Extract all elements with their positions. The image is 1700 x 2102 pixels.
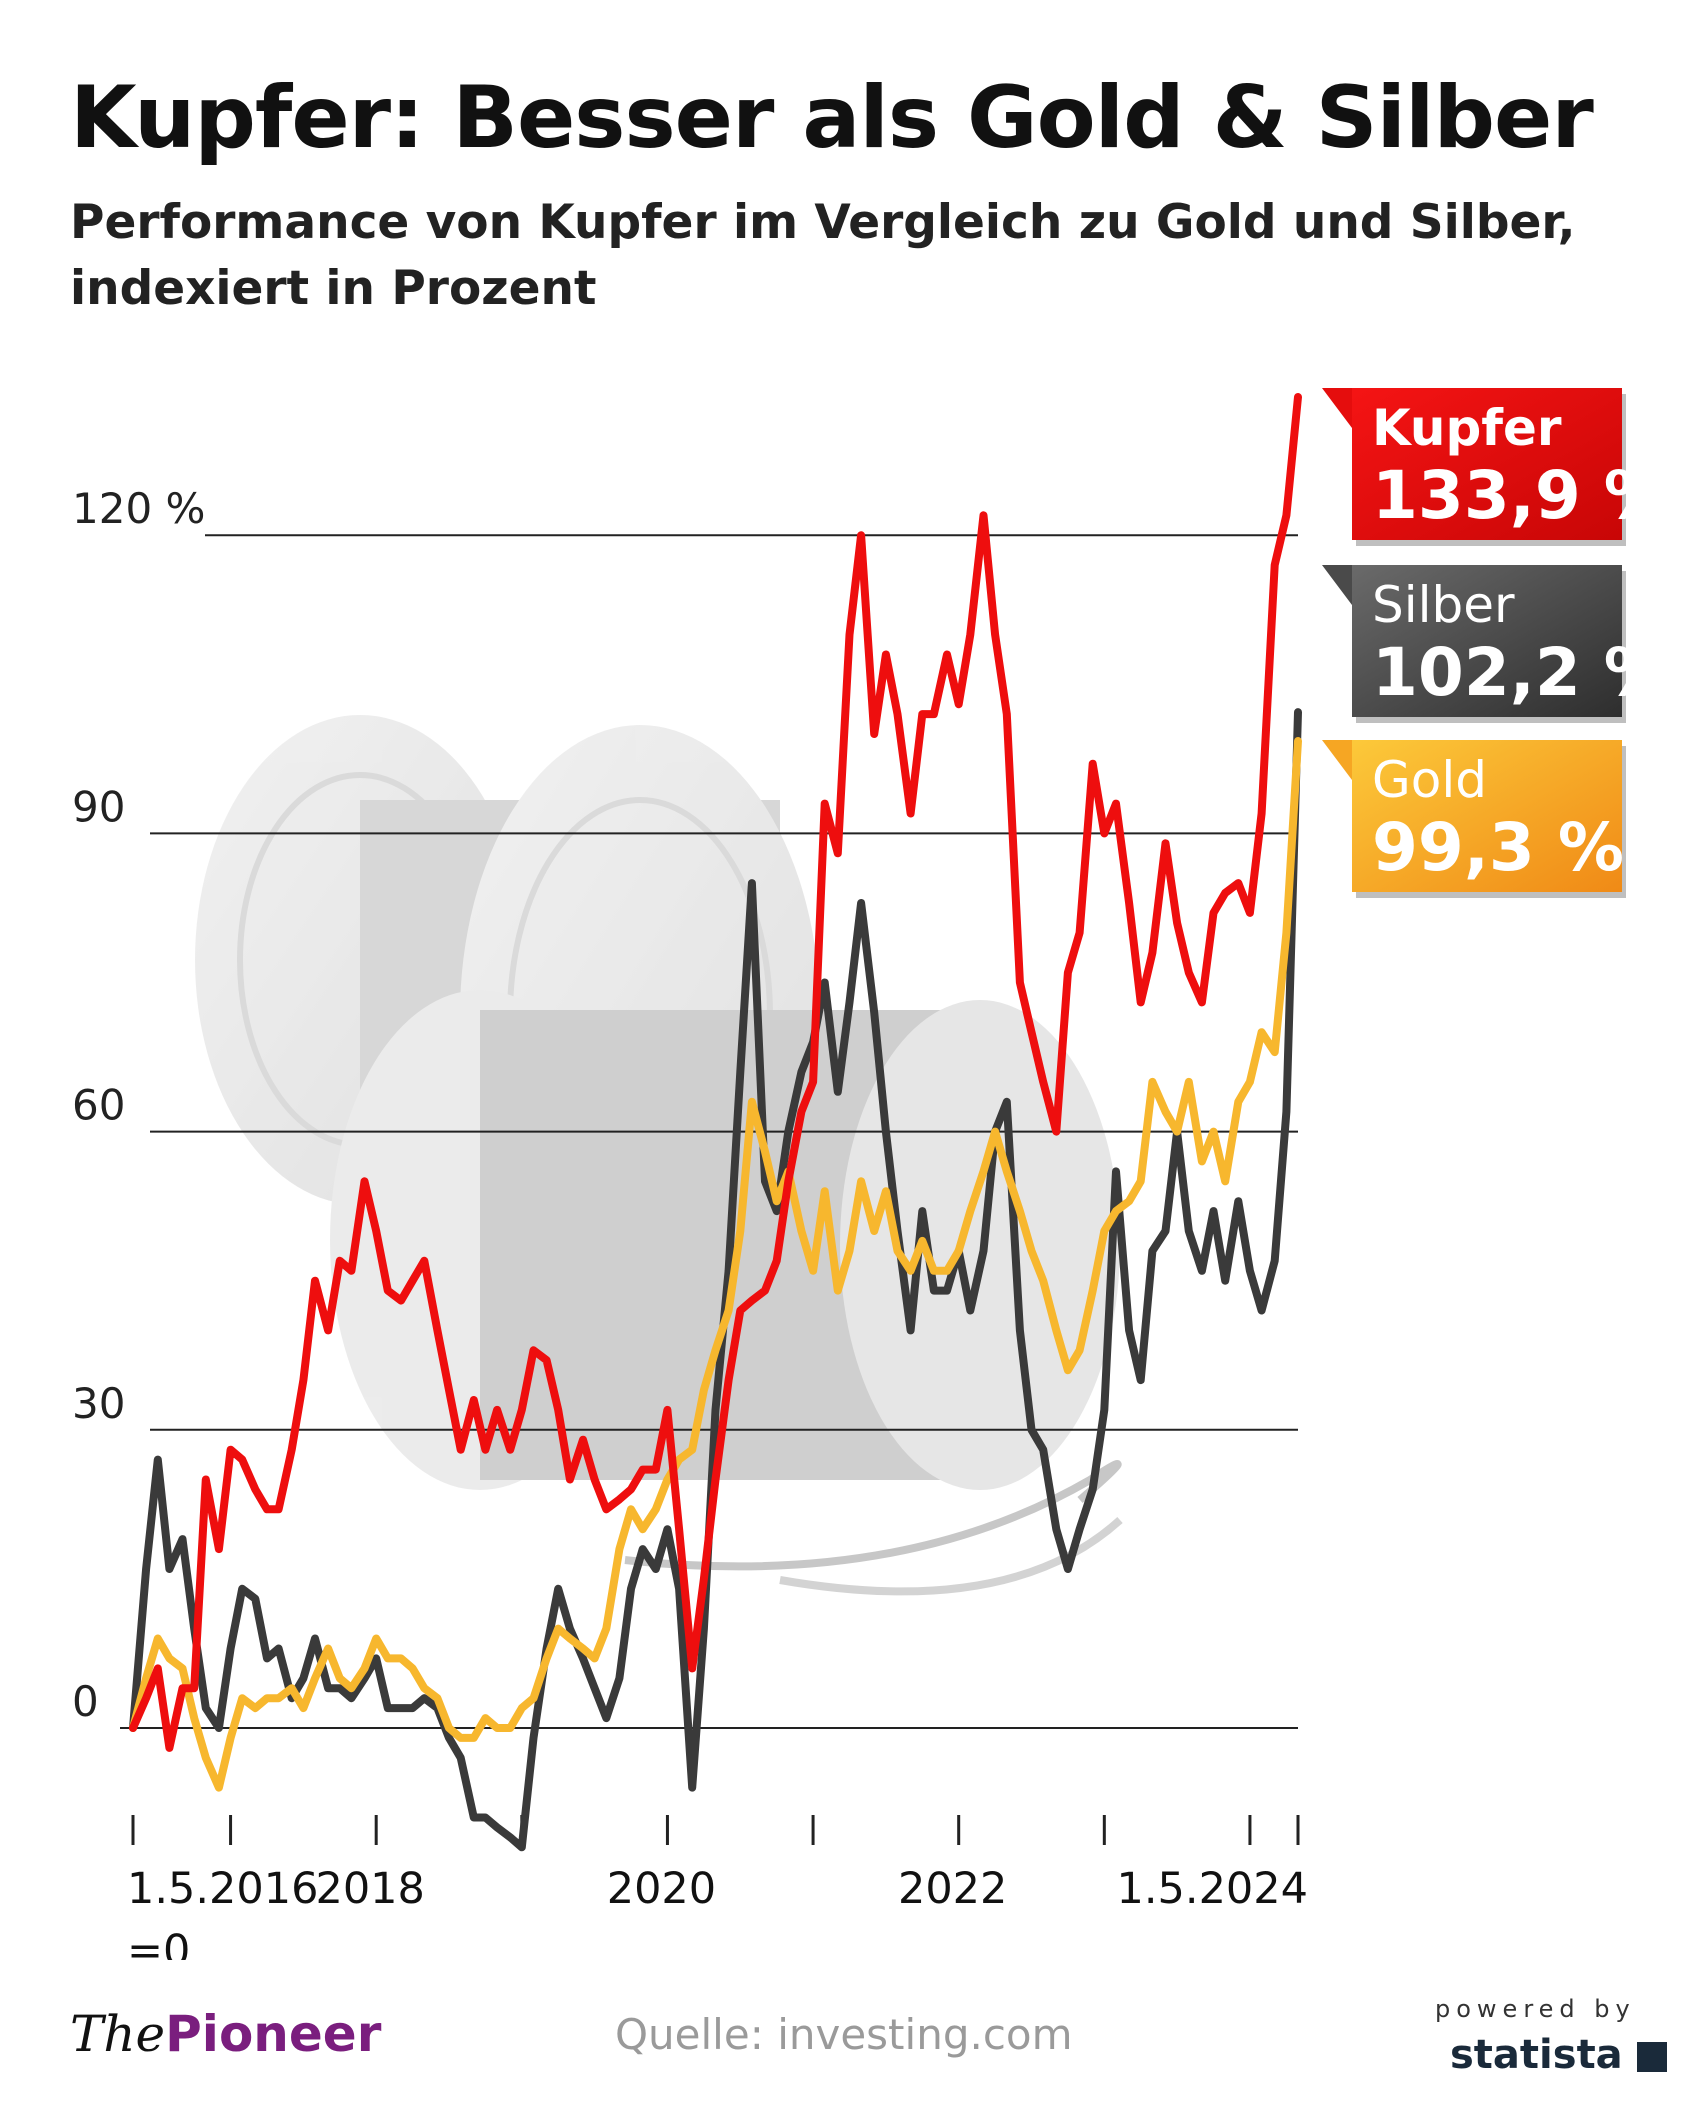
logo-pioneer: Pioneer xyxy=(165,2005,382,2063)
y-tick-label-120: 120 % xyxy=(72,484,205,533)
x-tick-label-2: 2020 xyxy=(607,1864,716,1914)
series-line-kupfer xyxy=(129,393,1302,1752)
x-axis xyxy=(131,1815,1300,1845)
callout-box-gold xyxy=(1352,740,1622,892)
callout-pointer-silber xyxy=(1322,565,1352,605)
callout-pointer-gold xyxy=(1322,740,1352,780)
x-tick-label-3: 2022 xyxy=(898,1864,1007,1914)
series-line-gold xyxy=(129,737,1302,1792)
x-tick-sublabel-0: =0 xyxy=(127,1926,190,1960)
statista-logo: statista xyxy=(1450,2032,1667,2078)
y-tick-label-60: 60 xyxy=(72,1081,125,1130)
chart-subtitle: Performance von Kupfer im Vergleich zu G… xyxy=(70,195,1576,316)
callout-box-silber xyxy=(1352,565,1622,717)
x-tick-label-1: 2018 xyxy=(315,1864,424,1914)
callout-label-kupfer: Kupfer xyxy=(1372,399,1562,457)
y-tick-label-90: 90 xyxy=(72,782,125,831)
data-series xyxy=(129,393,1302,1852)
source-note: Quelle: investing.com xyxy=(615,2010,1073,2059)
statista-icon xyxy=(1636,2042,1667,2072)
chart-title: Kupfer: Besser als Gold & Silber xyxy=(70,68,1594,168)
callout-box-kupfer xyxy=(1352,388,1622,540)
x-tick-label-4: 1.5.2024 xyxy=(1117,1864,1308,1914)
powered-by-label: powered by xyxy=(1435,1995,1636,2023)
logo-the: The xyxy=(70,2005,166,2063)
callout-label-silber: Silber xyxy=(1372,576,1515,634)
thepioneer-logo: ThePioneer xyxy=(70,2005,381,2063)
callout-value-kupfer: 133,9 % xyxy=(1372,457,1670,534)
callout-value-silber: 102,2 % xyxy=(1372,634,1670,711)
y-axis-labels: 0 30 60 90 120 % xyxy=(72,484,205,1726)
statista-wordmark: statista xyxy=(1450,2032,1623,2078)
y-tick-label-30: 30 xyxy=(72,1379,125,1428)
x-axis-labels: 1.5.2016 =0 2018 2020 2022 1.5.2024 xyxy=(127,1864,1308,1960)
y-tick-label-0: 0 xyxy=(72,1677,99,1726)
callout-pointer-kupfer xyxy=(1322,388,1352,428)
cable-drum-illustration xyxy=(195,715,1123,1596)
callout-value-gold: 99,3 % xyxy=(1372,809,1624,886)
x-tick-label-0: 1.5.2016 xyxy=(127,1864,318,1914)
callout-label-gold: Gold xyxy=(1372,751,1487,809)
series-line-silber xyxy=(129,708,1302,1852)
